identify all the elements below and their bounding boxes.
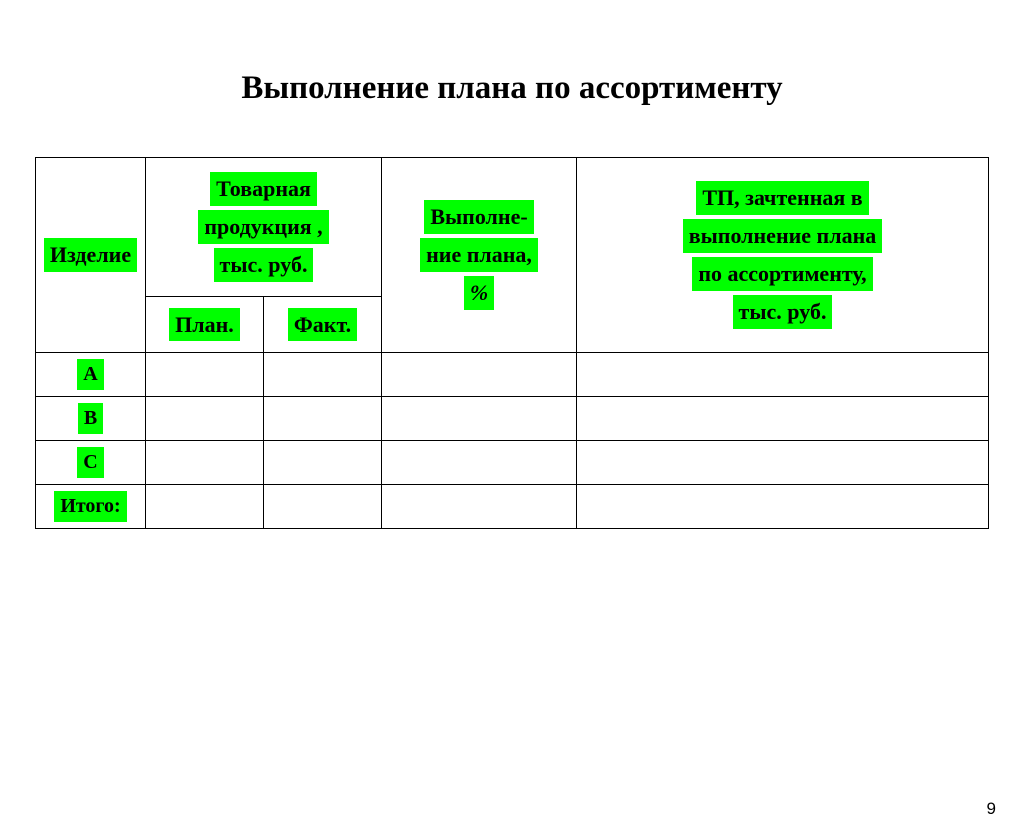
th-tp-l2: выполнение плана [683, 219, 883, 253]
table-container: Изделие Товарная продукция , тыс. руб. В… [35, 157, 989, 529]
slide-title: Выполнение плана по ассортименту [0, 70, 1024, 107]
page-number: 9 [987, 799, 996, 819]
cell-pct [382, 485, 577, 529]
th-product: Изделие [36, 158, 146, 353]
table-row: A [36, 353, 989, 397]
cell-label: Итого: [36, 485, 146, 529]
cell-tp [577, 485, 989, 529]
th-exec-l1: Выполне- [424, 200, 533, 234]
cell-pct [382, 353, 577, 397]
th-tp-l1: ТП, зачтенная в [696, 181, 868, 215]
cell-fact [264, 485, 382, 529]
table-row: B [36, 397, 989, 441]
table-row: Итого: [36, 485, 989, 529]
cell-tp [577, 353, 989, 397]
th-commodity-l2: продукция , [198, 210, 328, 244]
th-tp-l4: тыс. руб. [733, 295, 833, 329]
th-exec-l3: % [464, 276, 494, 310]
th-product-label: Изделие [44, 238, 137, 272]
th-fact-label: Факт. [288, 308, 357, 342]
table-row: C [36, 441, 989, 485]
cell-fact [264, 397, 382, 441]
th-commodity-group: Товарная продукция , тыс. руб. [146, 158, 382, 297]
cell-plan [146, 397, 264, 441]
cell-plan [146, 485, 264, 529]
th-execution: Выполне- ние плана, % [382, 158, 577, 353]
table-header-row-1: Изделие Товарная продукция , тыс. руб. В… [36, 158, 989, 297]
cell-tp [577, 441, 989, 485]
th-plan-label: План. [169, 308, 240, 342]
cell-label: A [36, 353, 146, 397]
th-commodity-l3: тыс. руб. [214, 248, 314, 282]
th-tp-l3: по ассортименту, [692, 257, 872, 291]
assortment-plan-table: Изделие Товарная продукция , тыс. руб. В… [35, 157, 989, 529]
th-exec-l2: ние плана, [420, 238, 538, 272]
th-commodity-l1: Товарная [210, 172, 317, 206]
cell-tp [577, 397, 989, 441]
th-tp: ТП, зачтенная в выполнение плана по ассо… [577, 158, 989, 353]
cell-label: B [36, 397, 146, 441]
cell-plan [146, 353, 264, 397]
cell-fact [264, 353, 382, 397]
cell-label: C [36, 441, 146, 485]
cell-pct [382, 397, 577, 441]
row-label: Итого: [54, 491, 126, 522]
row-label: C [77, 447, 103, 478]
th-plan: План. [146, 297, 264, 353]
row-label: A [77, 359, 103, 390]
th-fact: Факт. [264, 297, 382, 353]
row-label: B [78, 403, 103, 434]
cell-plan [146, 441, 264, 485]
cell-pct [382, 441, 577, 485]
cell-fact [264, 441, 382, 485]
